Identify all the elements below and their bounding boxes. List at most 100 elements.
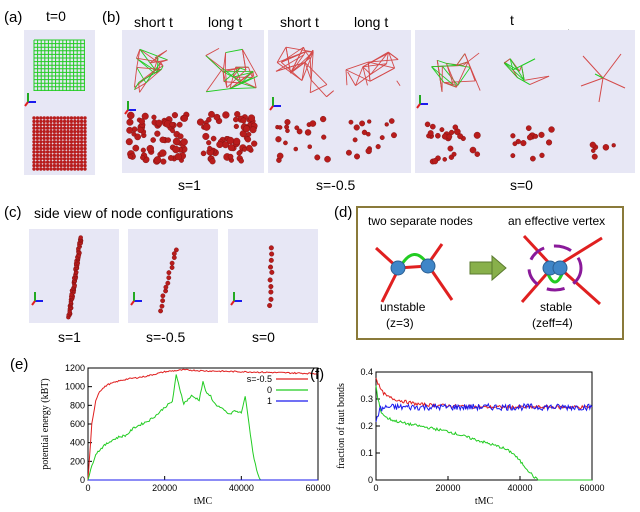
node [45, 150, 50, 154]
x-axis-label: tMC [194, 496, 213, 507]
node [52, 119, 57, 124]
node [62, 153, 67, 158]
bond [368, 61, 395, 69]
node [42, 123, 46, 127]
node [52, 150, 57, 154]
node [379, 135, 385, 141]
node [39, 160, 43, 164]
y-tick-label: 0.1 [360, 448, 373, 458]
node [530, 155, 536, 162]
node [243, 125, 251, 133]
panel-d-right-z: (zeff=4) [532, 316, 573, 330]
node [32, 136, 36, 141]
node [42, 157, 46, 161]
node [52, 153, 57, 158]
node-right-2 [552, 260, 568, 276]
node [76, 133, 80, 137]
bond [386, 51, 389, 64]
node [79, 129, 84, 134]
y-tick-label: 200 [70, 456, 85, 466]
node [62, 140, 67, 144]
node [375, 144, 381, 150]
node [45, 136, 50, 141]
bond [301, 62, 306, 81]
node [45, 153, 50, 158]
node [173, 247, 179, 253]
node [76, 143, 80, 147]
node [62, 160, 67, 164]
node [590, 148, 596, 153]
bond [456, 61, 469, 88]
node [238, 158, 244, 164]
node [429, 123, 436, 130]
node [366, 131, 371, 137]
node [59, 133, 63, 137]
node [69, 153, 74, 158]
node [83, 129, 87, 134]
node [32, 116, 36, 120]
panel-d-label: (d) [334, 204, 353, 221]
node [512, 141, 518, 147]
node [32, 143, 36, 147]
bond [509, 58, 525, 81]
panel-a-title: t=0 [46, 8, 66, 24]
node [39, 129, 43, 134]
node [73, 123, 77, 127]
bond [229, 75, 258, 90]
node [59, 119, 63, 124]
node [268, 257, 274, 263]
panel-b-label: (b) [102, 9, 121, 26]
panel-a-box [24, 30, 95, 175]
node [42, 126, 46, 130]
y-axis-label: potential energy (kBT) [40, 378, 51, 469]
node [69, 167, 74, 171]
node [35, 136, 40, 141]
node [439, 127, 445, 133]
bond [154, 50, 168, 59]
node [35, 123, 40, 127]
node [62, 146, 67, 151]
x-tick-label: 60000 [305, 483, 330, 493]
panel-c-label-s0: s=0 [252, 329, 275, 345]
bond [503, 62, 518, 78]
node [66, 160, 70, 164]
node [79, 153, 84, 158]
node [62, 143, 67, 147]
node [45, 126, 50, 130]
plot-frame [375, 371, 593, 481]
node [125, 138, 133, 146]
node [56, 129, 60, 134]
node [359, 120, 366, 127]
node [293, 146, 298, 152]
node [39, 123, 43, 127]
node [533, 133, 539, 139]
node [45, 157, 50, 161]
node [49, 116, 53, 120]
legend-label: 1 [267, 396, 272, 406]
node [69, 146, 74, 151]
bond [222, 71, 234, 78]
bond [139, 48, 168, 61]
x-tick-label: 60000 [579, 483, 604, 493]
node [76, 136, 80, 141]
node [56, 163, 60, 168]
bond [602, 53, 622, 79]
node [69, 116, 74, 120]
bond [457, 67, 471, 86]
node [32, 157, 36, 161]
node [388, 118, 395, 124]
node [141, 112, 149, 120]
node [73, 143, 77, 147]
bond [232, 71, 254, 78]
bond [443, 82, 457, 88]
panel-b-header-short-1: short t [134, 14, 173, 30]
node [76, 153, 80, 158]
node [170, 128, 176, 134]
node [78, 235, 83, 240]
bond [509, 58, 514, 71]
bond [134, 82, 147, 90]
node [345, 149, 352, 156]
node [76, 140, 80, 144]
bond [224, 69, 228, 88]
node [45, 146, 50, 151]
